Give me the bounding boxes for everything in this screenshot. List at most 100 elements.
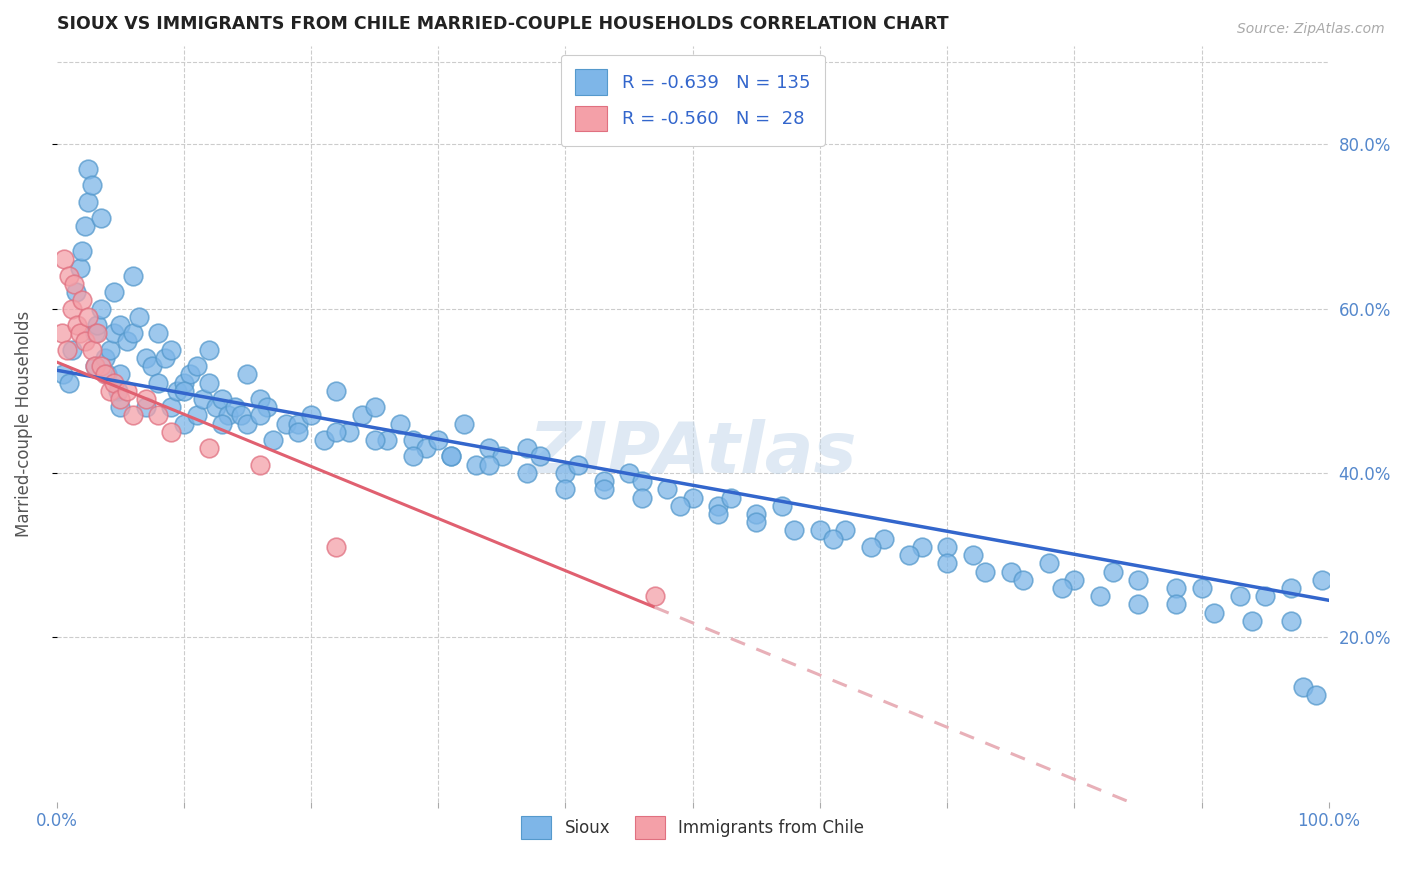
Point: [148, 376, 170, 390]
Point: [1191, 581, 1213, 595]
Point: [122, 409, 145, 423]
Point: [249, 392, 271, 406]
Point: [415, 442, 437, 456]
Point: [936, 540, 959, 554]
Point: [402, 433, 425, 447]
Point: [299, 409, 322, 423]
Point: [682, 491, 704, 505]
Y-axis label: Married-couple Households: Married-couple Households: [15, 310, 32, 537]
Point: [720, 491, 742, 505]
Text: Source: ZipAtlas.com: Source: ZipAtlas.com: [1237, 22, 1385, 37]
Point: [783, 524, 806, 538]
Point: [110, 400, 132, 414]
Point: [98, 384, 121, 398]
Point: [82, 343, 104, 357]
Point: [229, 409, 252, 423]
Point: [1305, 688, 1327, 702]
Point: [529, 450, 551, 464]
Point: [204, 400, 226, 414]
Point: [148, 409, 170, 423]
Point: [1012, 573, 1035, 587]
Point: [70, 293, 93, 308]
Point: [491, 450, 513, 464]
Point: [63, 277, 86, 291]
Point: [834, 524, 856, 538]
Point: [179, 368, 201, 382]
Point: [198, 376, 221, 390]
Point: [630, 474, 652, 488]
Point: [1126, 573, 1149, 587]
Point: [1312, 573, 1334, 587]
Point: [617, 466, 640, 480]
Point: [1000, 565, 1022, 579]
Point: [440, 450, 463, 464]
Point: [141, 359, 163, 373]
Point: [191, 392, 214, 406]
Point: [94, 368, 117, 382]
Point: [1063, 573, 1085, 587]
Point: [56, 343, 79, 357]
Point: [186, 409, 208, 423]
Point: [236, 368, 259, 382]
Point: [186, 359, 208, 373]
Point: [350, 409, 373, 423]
Point: [389, 417, 412, 431]
Point: [1292, 680, 1315, 694]
Point: [707, 499, 730, 513]
Point: [135, 400, 157, 414]
Point: [974, 565, 997, 579]
Point: [52, 368, 75, 382]
Point: [73, 334, 96, 349]
Point: [122, 326, 145, 341]
Point: [1038, 557, 1060, 571]
Point: [859, 540, 882, 554]
Point: [224, 400, 246, 414]
Point: [148, 326, 170, 341]
Point: [173, 417, 195, 431]
Point: [325, 425, 347, 439]
Point: [58, 376, 80, 390]
Point: [77, 194, 100, 209]
Point: [198, 442, 221, 456]
Point: [249, 409, 271, 423]
Point: [1088, 589, 1111, 603]
Point: [198, 343, 221, 357]
Point: [110, 318, 132, 332]
Point: [166, 384, 188, 398]
Point: [103, 285, 125, 300]
Point: [173, 384, 195, 398]
Point: [53, 252, 76, 267]
Point: [160, 343, 183, 357]
Point: [440, 450, 463, 464]
Point: [592, 483, 614, 497]
Point: [1164, 598, 1187, 612]
Point: [103, 376, 125, 390]
Point: [516, 442, 538, 456]
Point: [644, 589, 666, 603]
Point: [160, 425, 183, 439]
Point: [83, 326, 105, 341]
Point: [1229, 589, 1251, 603]
Point: [897, 548, 920, 562]
Point: [1050, 581, 1073, 595]
Point: [69, 260, 91, 275]
Point: [312, 433, 335, 447]
Point: [287, 417, 309, 431]
Point: [516, 466, 538, 480]
Point: [153, 351, 176, 365]
Point: [115, 384, 138, 398]
Point: [1164, 581, 1187, 595]
Point: [236, 417, 259, 431]
Point: [58, 268, 80, 283]
Point: [377, 433, 399, 447]
Point: [478, 458, 501, 472]
Point: [128, 310, 150, 324]
Point: [77, 161, 100, 176]
Point: [1241, 614, 1264, 628]
Point: [1279, 614, 1302, 628]
Point: [110, 368, 132, 382]
Point: [83, 359, 105, 373]
Point: [122, 268, 145, 283]
Point: [911, 540, 934, 554]
Point: [66, 318, 89, 332]
